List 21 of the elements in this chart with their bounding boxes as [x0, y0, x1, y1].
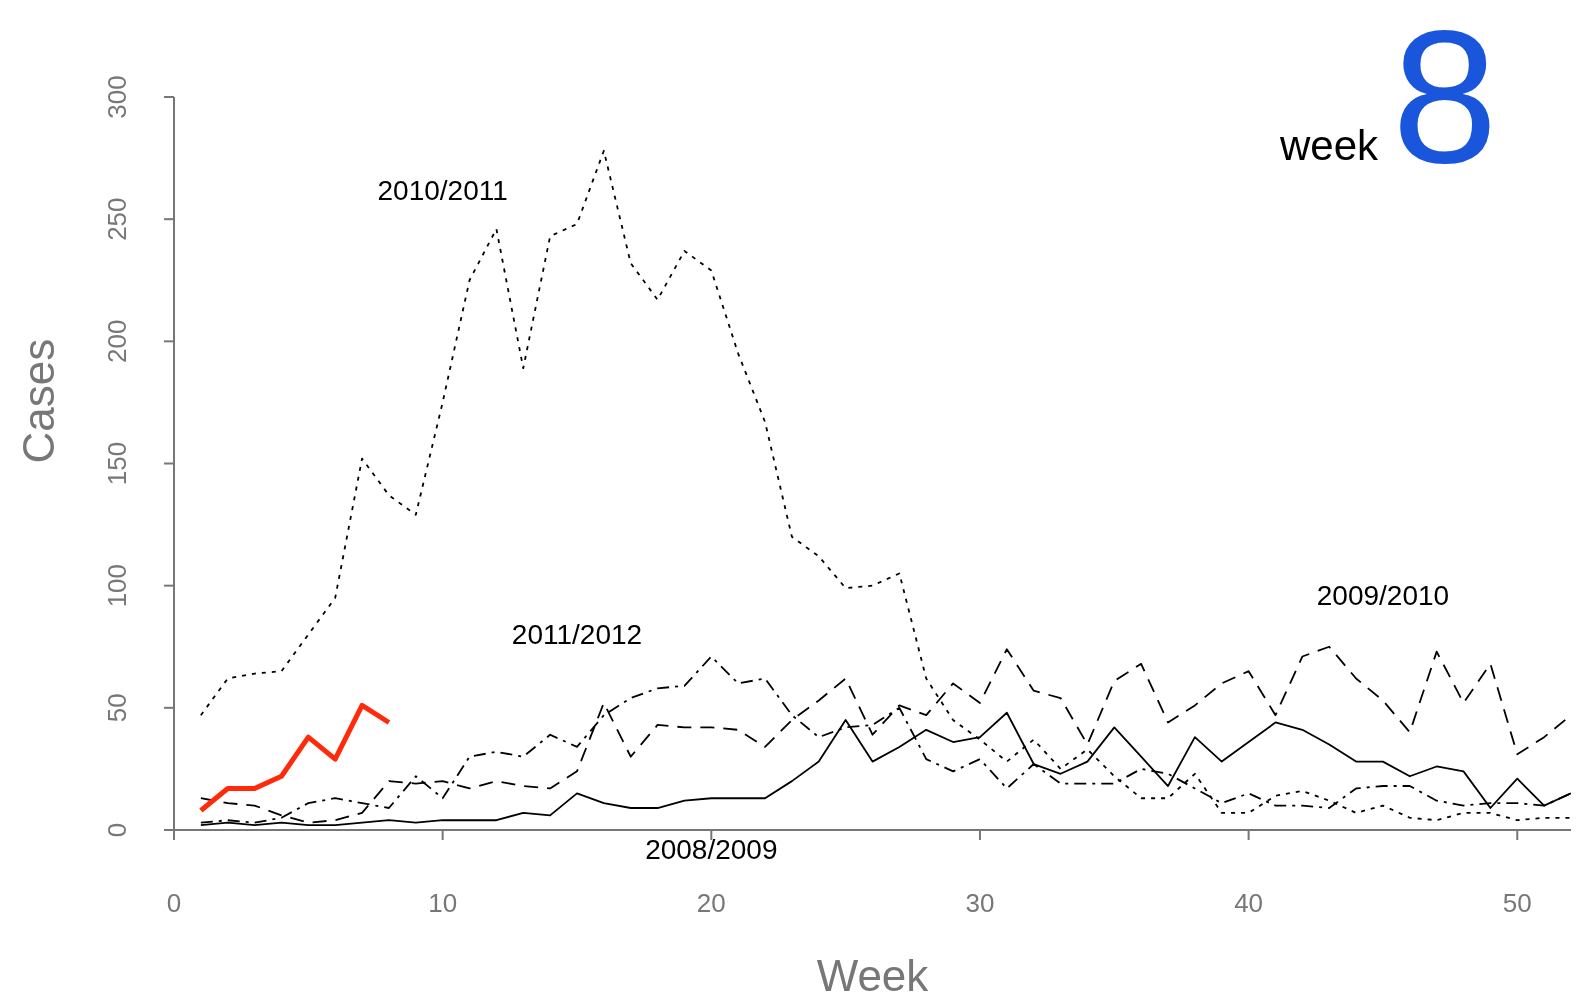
y-tick-label: 50 — [102, 693, 132, 723]
y-tick-label: 0 — [102, 822, 132, 838]
series-label: 2009/2010 — [1316, 580, 1450, 612]
x-tick-label: 20 — [696, 888, 726, 918]
y-tick-label: 200 — [102, 319, 132, 364]
x-axis-title: Week — [816, 951, 930, 998]
y-tick-label: 250 — [102, 197, 132, 241]
x-tick-label: 40 — [1234, 888, 1264, 918]
y-tick-label: 150 — [102, 441, 132, 486]
x-tick-label: 50 — [1502, 888, 1532, 918]
x-tick-label: 30 — [965, 888, 995, 918]
y-axis-title: Cases — [13, 338, 63, 464]
y-tick-label: 100 — [102, 563, 132, 608]
x-tick-label: 0 — [166, 888, 182, 918]
y-tick-label: 300 — [102, 75, 132, 119]
series-label: 2010/2011 — [377, 174, 508, 206]
x-tick-label: 10 — [428, 888, 458, 918]
series-label: 2008/2009 — [645, 834, 778, 866]
annotation: 8 — [1392, 0, 1498, 202]
series-label: 2011/2012 — [511, 619, 643, 651]
annotation: week — [1278, 122, 1379, 169]
